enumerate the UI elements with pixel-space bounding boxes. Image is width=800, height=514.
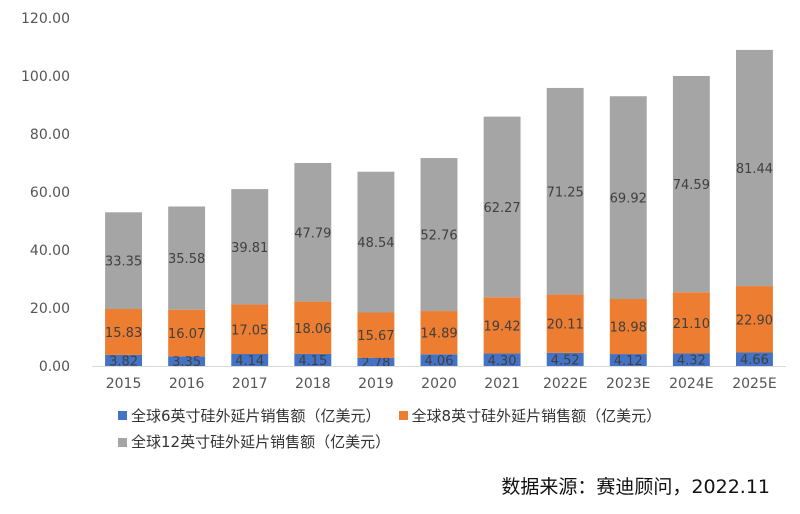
bar-segment — [357, 312, 395, 358]
bar-segment — [672, 75, 710, 293]
bar-segment — [357, 357, 395, 366]
bar-segment — [105, 354, 142, 366]
data-label: 22.90 — [736, 313, 773, 328]
legend-item: 全球8英寸硅外延片销售额（亿美元） — [398, 403, 662, 429]
bar-segment — [420, 158, 458, 312]
data-label: 3.82 — [109, 354, 138, 369]
legend-label: 全球6英寸硅外延片销售额（亿美元） — [131, 406, 381, 425]
legend-label: 全球8英寸硅外延片销售额（亿美元） — [411, 406, 662, 425]
bar-segment — [609, 299, 647, 355]
bar-segment — [736, 49, 773, 287]
data-label: 35.58 — [168, 252, 205, 267]
bar-segment — [420, 311, 458, 355]
y-tick-label: 0.00 — [39, 359, 70, 375]
data-label: 4.14 — [235, 354, 264, 369]
data-label: 16.07 — [168, 327, 205, 342]
x-tick-label: 2024E — [669, 376, 713, 392]
data-label: 71.25 — [547, 185, 584, 200]
bar-segment — [294, 301, 332, 354]
bar-segment — [546, 294, 584, 353]
bar-segment — [609, 354, 647, 366]
x-axis: 2015 2016 2017 2018 2019 2020 2021 2022E 2023E 20… — [92, 366, 786, 392]
data-label: 20.11 — [547, 318, 584, 333]
data-label: 4.66 — [740, 353, 769, 368]
y-tick-label: 60.00 — [30, 185, 70, 201]
data-label: 19.42 — [483, 319, 520, 334]
bar-segment — [168, 309, 206, 357]
bar-segment — [105, 212, 142, 310]
x-tick-label: 2023E — [606, 376, 650, 392]
data-label: 62.27 — [483, 201, 520, 216]
bar-segment — [609, 96, 647, 300]
data-label: 81.44 — [736, 162, 773, 177]
y-tick-label: 20.00 — [30, 301, 70, 317]
legend-swatch — [118, 437, 127, 447]
bar-segment — [420, 354, 458, 366]
bars: 3.82 15.83 33.35 3.35 16.07 35.58 4.14 17.05 39.… — [105, 49, 773, 371]
x-tick-label: 2022E — [543, 376, 587, 392]
data-label: 47.79 — [294, 226, 331, 241]
bar-segment — [231, 304, 269, 354]
data-label: 15.83 — [105, 326, 142, 341]
bar-segment — [672, 292, 710, 354]
data-label: 39.81 — [231, 241, 268, 256]
x-tick-label: 2017 — [232, 376, 268, 392]
data-label: 4.06 — [425, 354, 454, 369]
x-tick-label: 2016 — [169, 376, 205, 392]
bar-segment — [168, 356, 206, 366]
bar-segment — [483, 297, 521, 354]
bar-segment — [168, 206, 206, 310]
legend-label: 全球12英寸硅外延片销售额（亿美元） — [131, 433, 391, 451]
data-label: 2.78 — [361, 356, 390, 371]
y-tick-label: 40.00 — [30, 243, 70, 259]
bar-segment — [736, 286, 773, 353]
y-tick-label: 80.00 — [30, 127, 70, 143]
data-label: 4.32 — [677, 354, 706, 369]
data-label: 17.05 — [231, 323, 268, 338]
legend: 全球6英寸硅外延片销售额（亿美元） 全球8英寸硅外延片销售额（亿美元） 全球12英寸… — [118, 402, 758, 455]
data-label: 4.52 — [551, 353, 580, 368]
data-label: 14.89 — [420, 327, 457, 342]
bar-segment — [483, 353, 521, 366]
y-tick-label: 120.00 — [21, 11, 70, 27]
bar-segment — [483, 116, 521, 298]
x-tick-label: 2021 — [484, 376, 520, 392]
bar-segment — [294, 163, 332, 302]
data-label: 48.54 — [357, 236, 394, 251]
bar-segment — [231, 353, 269, 366]
data-label: 18.06 — [294, 322, 331, 337]
x-tick-label: 2018 — [295, 376, 331, 392]
data-label: 52.76 — [420, 229, 457, 244]
y-axis: 0.00 20.00 40.00 60.00 80.00 100.00 120.00 — [21, 11, 70, 375]
data-label: 15.67 — [357, 329, 394, 344]
x-tick-label: 2025E — [732, 376, 776, 392]
data-label: 18.98 — [610, 321, 647, 336]
data-label: 74.59 — [673, 178, 710, 193]
stacked-bar-chart: 0.00 20.00 40.00 60.00 80.00 100.00 120.00 3.8… — [21, 11, 786, 392]
bar-segment — [672, 353, 710, 366]
legend-item: 全球6英寸硅外延片销售额（亿美元） — [118, 403, 381, 429]
data-label: 3.35 — [172, 355, 201, 370]
source-note: 数据来源：赛迪顾问，2022.11 — [501, 476, 770, 498]
bar-segment — [546, 352, 584, 366]
legend-swatch — [398, 411, 408, 420]
bar-segment — [105, 309, 142, 355]
data-label: 69.92 — [610, 192, 647, 207]
data-label: 4.12 — [614, 354, 643, 369]
x-tick-label: 2020 — [421, 376, 457, 392]
legend-swatch — [118, 411, 127, 420]
data-label: 21.10 — [673, 317, 710, 332]
y-tick-label: 100.00 — [21, 69, 70, 85]
data-label: 4.30 — [488, 354, 517, 369]
legend-item: 全球12英寸硅外延片销售额（亿美元） — [118, 429, 390, 455]
bar-segment — [736, 352, 773, 366]
bar-segment — [357, 171, 395, 313]
x-tick-label: 2019 — [358, 376, 394, 392]
data-label: 4.15 — [298, 354, 327, 369]
bar-segment — [546, 87, 584, 295]
bar-segment — [294, 353, 332, 366]
x-tick-label: 2015 — [106, 376, 142, 392]
bar-segment — [231, 189, 269, 305]
data-label: 33.35 — [105, 255, 142, 270]
